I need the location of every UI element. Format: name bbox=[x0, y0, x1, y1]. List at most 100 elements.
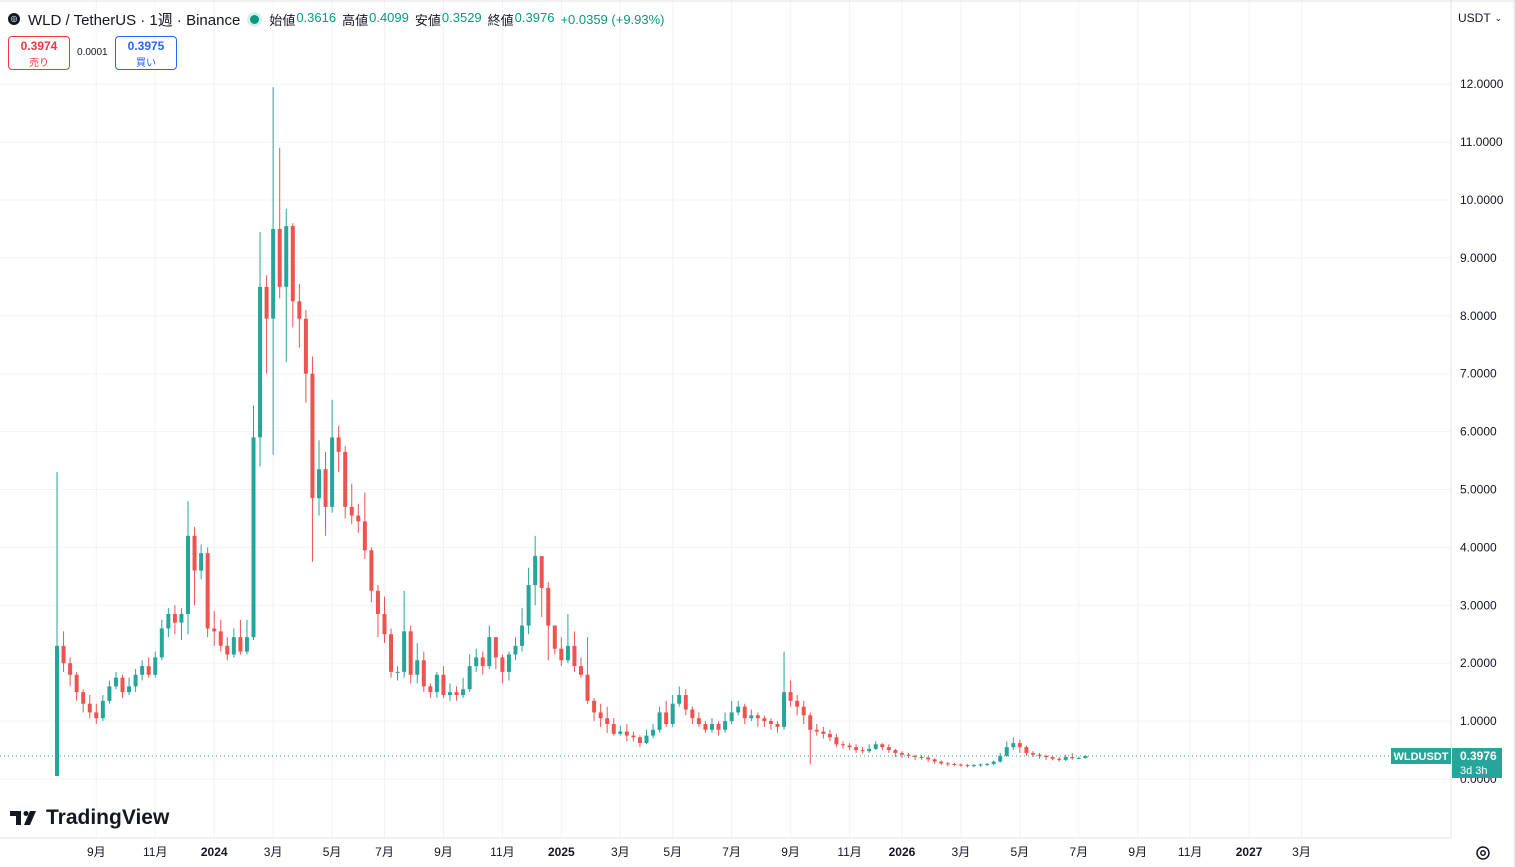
candle bbox=[703, 721, 708, 733]
candle bbox=[657, 706, 662, 733]
candle bbox=[1017, 739, 1022, 753]
symbol-tag bbox=[1391, 747, 1451, 764]
symbol-title[interactable]: WLD / TetherUS · 1週 · Binance bbox=[28, 11, 241, 29]
candle-body bbox=[382, 613, 387, 635]
candle bbox=[539, 556, 544, 617]
candle bbox=[913, 754, 918, 760]
currency-selector[interactable]: USDT ⌄ bbox=[1452, 6, 1508, 30]
candle-body bbox=[1017, 743, 1022, 748]
market-status-icon[interactable] bbox=[250, 14, 260, 24]
candle bbox=[611, 718, 616, 736]
time-tick-label: 7月 bbox=[375, 845, 394, 859]
candle bbox=[827, 729, 832, 742]
tradingview-logo[interactable]: TradingView bbox=[10, 806, 169, 830]
candle-body bbox=[860, 750, 865, 752]
candle bbox=[480, 651, 485, 675]
candle-body bbox=[1037, 754, 1042, 756]
candle bbox=[526, 567, 531, 635]
candle bbox=[303, 310, 308, 403]
candle-body bbox=[552, 625, 557, 649]
candle bbox=[795, 695, 800, 716]
candle bbox=[264, 275, 269, 374]
sell-label: 売り bbox=[29, 58, 49, 69]
candle-body bbox=[886, 747, 891, 751]
candle bbox=[461, 677, 466, 698]
candle bbox=[402, 590, 407, 678]
price-tick-label: 11.0000 bbox=[1460, 135, 1503, 149]
time-tick-label: 2026 bbox=[889, 845, 916, 859]
candle-body bbox=[408, 631, 413, 675]
logo-text: TradingView bbox=[46, 806, 170, 829]
candle bbox=[729, 700, 734, 724]
candle-body bbox=[834, 737, 839, 745]
candle bbox=[310, 356, 315, 562]
candle-body bbox=[624, 731, 629, 736]
candle-body bbox=[775, 723, 780, 727]
candle bbox=[454, 686, 459, 701]
candle-body bbox=[303, 318, 308, 374]
time-tick-label: 11月 bbox=[490, 845, 514, 859]
candle bbox=[258, 231, 263, 467]
time-tick-label: 5月 bbox=[1011, 845, 1030, 859]
sell-button[interactable]: 0.3974 売り bbox=[8, 36, 70, 70]
candle-body bbox=[290, 226, 295, 302]
candle bbox=[186, 501, 190, 635]
candle-body bbox=[375, 590, 380, 614]
settings-icon[interactable] bbox=[1474, 844, 1492, 862]
chart-header: ◎ WLD / TetherUS · 1週 · Binance 始値 0.3616… bbox=[8, 8, 665, 30]
candle bbox=[598, 703, 603, 727]
candle bbox=[251, 405, 256, 641]
candle bbox=[631, 731, 636, 742]
price-tag-box bbox=[1452, 747, 1502, 778]
candle-body bbox=[847, 745, 852, 748]
candles-series bbox=[55, 87, 1088, 777]
time-tick-label: 11月 bbox=[1178, 845, 1202, 859]
candle bbox=[434, 671, 439, 698]
currency-label: USDT bbox=[1458, 11, 1491, 25]
grid-lines bbox=[0, 0, 1451, 838]
candle-body bbox=[186, 535, 190, 614]
time-tick-label: 3月 bbox=[264, 845, 283, 859]
candle bbox=[965, 763, 970, 768]
candle bbox=[205, 547, 210, 638]
candle-body bbox=[513, 645, 518, 655]
candle-body bbox=[520, 625, 525, 646]
candle bbox=[808, 712, 813, 765]
candle bbox=[605, 706, 610, 733]
candle bbox=[860, 747, 865, 754]
candle-body bbox=[415, 660, 420, 675]
candle bbox=[873, 741, 878, 751]
candle bbox=[146, 657, 151, 678]
candle bbox=[87, 695, 92, 719]
exchange-coin-icon[interactable]: ◎ bbox=[8, 13, 20, 25]
candle bbox=[834, 733, 839, 748]
candle-body bbox=[480, 657, 485, 667]
candle-body bbox=[533, 556, 538, 586]
buy-button[interactable]: 0.3975 買い bbox=[115, 36, 177, 70]
time-tick-label: 5月 bbox=[663, 845, 682, 859]
candle-body bbox=[932, 759, 937, 762]
candle-body bbox=[1011, 743, 1016, 748]
time-tick-label: 9月 bbox=[1128, 845, 1147, 859]
candle-body bbox=[814, 729, 819, 732]
candle bbox=[395, 666, 400, 681]
candle-body bbox=[637, 737, 642, 744]
candle bbox=[493, 637, 498, 669]
candle-body bbox=[159, 628, 164, 658]
candle bbox=[985, 762, 990, 767]
candle-body bbox=[546, 587, 551, 626]
candle bbox=[415, 642, 420, 684]
candle bbox=[1004, 741, 1009, 757]
candle-body bbox=[696, 718, 701, 724]
candle bbox=[428, 683, 433, 698]
candle-body bbox=[153, 657, 158, 675]
candle-body bbox=[264, 286, 269, 319]
candle bbox=[821, 726, 826, 739]
time-tick-label: 7月 bbox=[722, 845, 741, 859]
candle-body bbox=[434, 674, 439, 693]
candle bbox=[166, 608, 171, 638]
candle-body bbox=[716, 723, 721, 730]
ohlc-open: 始値 0.3616 bbox=[269, 9, 337, 28]
candle bbox=[1024, 745, 1029, 756]
